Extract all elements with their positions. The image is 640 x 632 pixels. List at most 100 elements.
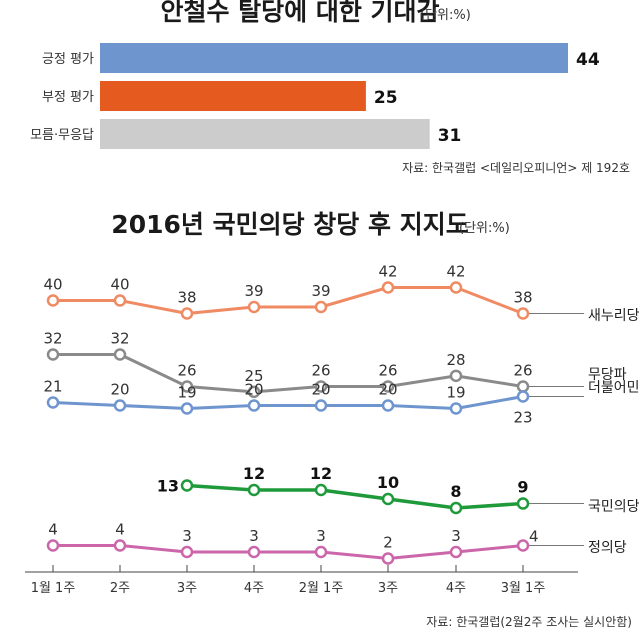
data-label: 28 bbox=[446, 351, 465, 369]
data-point bbox=[381, 552, 395, 565]
data-label: 19 bbox=[446, 384, 465, 402]
data-point bbox=[247, 300, 261, 314]
bar bbox=[100, 119, 430, 149]
bar-chart-title: 안철수 탈당에 대한 기대감 bbox=[160, 0, 439, 26]
line-series: 4 4 3 3 3 2 3 4 정의당 bbox=[46, 521, 627, 565]
data-point bbox=[247, 483, 261, 497]
data-label: 25 bbox=[244, 367, 263, 385]
data-point bbox=[381, 380, 395, 393]
data-label: 12 bbox=[243, 464, 265, 483]
series-name-label: 더불어민주당 bbox=[588, 380, 640, 396]
data-label: 21 bbox=[43, 378, 62, 396]
series-line bbox=[52, 395, 524, 410]
data-point bbox=[516, 539, 530, 552]
data-label: 40 bbox=[43, 276, 62, 294]
expectation-bar-chart: 안철수 탈당에 대한 기대감 (단위:%) 긍정 평가 44 부정 평가 25 모름·무… bbox=[30, 0, 630, 175]
bar-value-label: 31 bbox=[438, 126, 462, 146]
data-point bbox=[180, 402, 194, 415]
data-point bbox=[113, 294, 127, 307]
bar-category-label: 부정 평가 bbox=[42, 90, 94, 105]
data-label: 42 bbox=[378, 263, 397, 281]
data-label: 20 bbox=[311, 381, 330, 399]
data-point bbox=[46, 348, 60, 361]
data-point bbox=[516, 380, 530, 393]
x-tick-label: 2주 bbox=[110, 581, 130, 596]
data-label: 10 bbox=[377, 473, 399, 492]
data-label: 32 bbox=[43, 330, 62, 348]
data-point bbox=[46, 539, 60, 552]
series-line bbox=[53, 544, 524, 560]
data-point bbox=[113, 399, 127, 412]
data-label: 4 bbox=[529, 528, 539, 546]
series-name-label: 새누리당 bbox=[588, 308, 640, 324]
line-series: 32 32 26 25 26 26 28 26 무당파 bbox=[43, 330, 627, 399]
bar-value-label: 44 bbox=[576, 50, 600, 70]
line-series: 21 20 19 20 20 20 19 23 더불어민주당 bbox=[43, 378, 640, 427]
data-point bbox=[247, 545, 261, 559]
data-point bbox=[381, 399, 395, 412]
x-tick-label: 4주 bbox=[446, 581, 466, 596]
bar-chart-unit: (단위:%) bbox=[420, 8, 471, 23]
data-label: 40 bbox=[110, 276, 129, 294]
bar-category-label: 모름·무응답 bbox=[30, 128, 94, 143]
data-label: 3 bbox=[451, 527, 461, 545]
x-axis-ticks: 1월 1주 2주 3주 4주 2월 1주 3주 4주 3월 1주 bbox=[31, 565, 546, 596]
data-label: 38 bbox=[177, 289, 196, 307]
data-label: 4 bbox=[48, 521, 58, 539]
x-tick-label: 3월 1주 bbox=[501, 581, 546, 596]
bar-group: 긍정 평가 44 부정 평가 25 모름·무응답 31 bbox=[30, 43, 600, 149]
x-tick-label: 3주 bbox=[378, 581, 398, 596]
series-name-label: 정의당 bbox=[588, 540, 627, 556]
bar-chart-source: 자료: 한국갤럽 <데일리오피니언> 제 192호 bbox=[402, 161, 630, 175]
data-label: 32 bbox=[110, 330, 129, 348]
data-point bbox=[46, 294, 60, 307]
data-point bbox=[314, 300, 328, 314]
x-tick-label: 4주 bbox=[244, 581, 264, 596]
data-point bbox=[180, 545, 194, 559]
data-point bbox=[381, 492, 395, 506]
data-point bbox=[516, 307, 530, 320]
data-point bbox=[449, 369, 463, 383]
data-label: 26 bbox=[177, 361, 196, 379]
x-tick-label: 3주 bbox=[177, 581, 197, 596]
data-label: 9 bbox=[517, 478, 528, 497]
data-label: 20 bbox=[110, 381, 129, 399]
data-point bbox=[180, 479, 194, 492]
data-point bbox=[314, 399, 328, 412]
data-label: 19 bbox=[177, 384, 196, 402]
data-point bbox=[247, 385, 261, 399]
series-name-label: 무당파 bbox=[588, 367, 627, 383]
data-point bbox=[180, 307, 194, 320]
series-line bbox=[53, 353, 524, 394]
data-point bbox=[247, 399, 261, 412]
data-point bbox=[113, 348, 127, 361]
line-chart-unit: (단위:%) bbox=[459, 221, 510, 236]
data-label: 39 bbox=[244, 282, 263, 300]
line-chart-title: 2016년 국민의당 창당 후 지지도 bbox=[111, 210, 468, 239]
data-point bbox=[449, 281, 463, 294]
data-label: 4 bbox=[115, 521, 125, 539]
data-point bbox=[516, 497, 530, 510]
data-point bbox=[314, 545, 328, 559]
series-name-label: 국민의당 bbox=[588, 499, 640, 515]
bar bbox=[100, 81, 366, 111]
data-point bbox=[113, 539, 127, 552]
data-point bbox=[381, 281, 395, 294]
data-label: 20 bbox=[378, 381, 397, 399]
data-label: 38 bbox=[513, 289, 532, 307]
data-label: 13 bbox=[157, 477, 179, 496]
x-tick-label: 1월 1주 bbox=[31, 581, 76, 596]
data-label: 3 bbox=[316, 527, 326, 545]
bar-value-label: 25 bbox=[374, 88, 398, 108]
data-point bbox=[314, 380, 328, 393]
data-label: 26 bbox=[311, 361, 330, 379]
data-point bbox=[449, 545, 463, 559]
data-point bbox=[516, 390, 530, 403]
bar bbox=[100, 43, 568, 73]
line-chart-source: 자료: 한국갤럽(2월2주 조사는 실시안함) bbox=[426, 615, 632, 629]
line-series: 40 40 38 39 39 42 42 38 새누리당 bbox=[43, 263, 639, 325]
data-point bbox=[449, 501, 463, 515]
data-label: 8 bbox=[450, 482, 461, 501]
